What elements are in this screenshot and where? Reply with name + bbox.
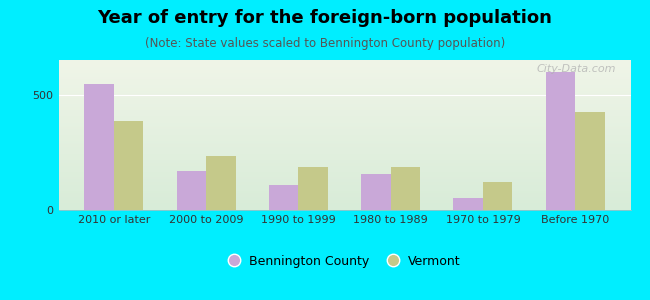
Bar	[545, 71, 575, 210]
Bar	[206, 156, 236, 210]
Bar	[361, 174, 391, 210]
Legend: Bennington County, Vermont: Bennington County, Vermont	[224, 250, 465, 273]
Bar	[84, 84, 114, 210]
Bar	[114, 121, 144, 210]
Bar	[177, 171, 206, 210]
Text: (Note: State values scaled to Bennington County population): (Note: State values scaled to Bennington…	[145, 38, 505, 50]
Text: Year of entry for the foreign-born population: Year of entry for the foreign-born popul…	[98, 9, 552, 27]
Text: City-Data.com: City-Data.com	[537, 64, 616, 74]
Bar	[298, 167, 328, 210]
Bar	[453, 198, 483, 210]
Bar	[575, 112, 604, 210]
Bar	[483, 182, 512, 210]
Bar	[391, 167, 420, 210]
Bar	[269, 184, 298, 210]
